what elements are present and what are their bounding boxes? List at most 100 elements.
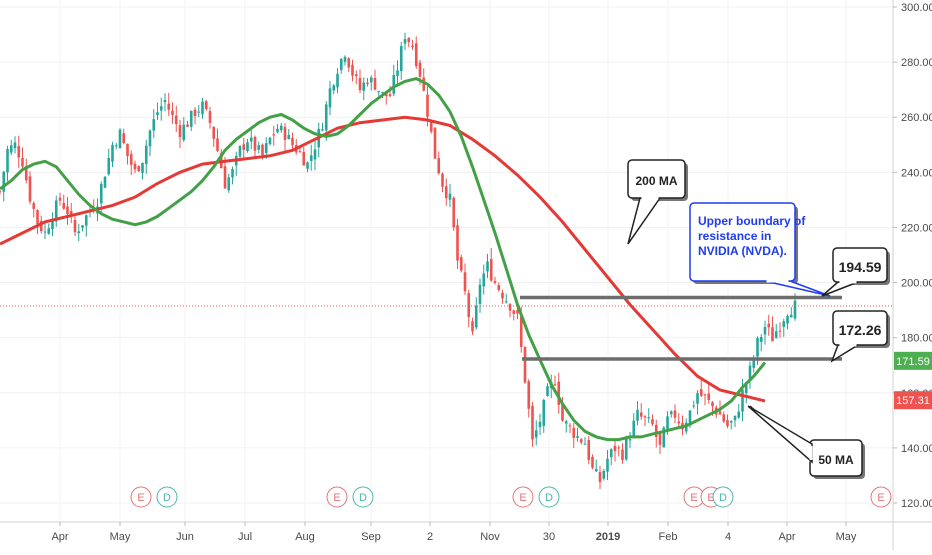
candle-body	[309, 155, 313, 162]
candle-body	[493, 281, 497, 283]
candle-body	[227, 177, 231, 191]
candle-body	[677, 421, 681, 424]
candle-body	[647, 417, 651, 419]
candle-body	[654, 424, 658, 438]
candle-body	[73, 219, 77, 233]
candle-body	[418, 62, 422, 77]
candle-body	[523, 347, 527, 383]
event-marker-label: E	[690, 492, 697, 504]
candle-body	[699, 389, 703, 396]
candle-body	[456, 225, 459, 261]
candle-body	[28, 176, 32, 202]
candle-body	[77, 231, 81, 234]
candle-body	[257, 145, 261, 150]
candle-body	[276, 128, 279, 133]
candle-body	[396, 70, 399, 76]
candle-body	[459, 257, 463, 271]
candle-body	[782, 321, 786, 327]
candle-body	[366, 82, 369, 85]
candle-body	[174, 115, 178, 125]
candle-body	[324, 104, 328, 131]
y-tick-label: 240.00	[901, 167, 932, 179]
level-194-callout-box	[832, 247, 888, 283]
x-axis: Apr May Jun Jul Aug Sep 2 Nov 30 2019 Feb 4 Apr May	[0, 521, 932, 543]
dividend-marker	[352, 486, 374, 508]
event-marker-label: D	[719, 492, 727, 504]
candle-body	[362, 82, 366, 91]
candle-body	[628, 439, 632, 441]
candle-body	[564, 421, 568, 424]
candle-body	[186, 124, 189, 127]
resistance-note-text: NVIDIA (NVDA).	[698, 244, 787, 258]
event-marker-label: E	[519, 492, 526, 504]
candle-body	[613, 445, 617, 451]
candle-body	[122, 133, 126, 144]
candle-body	[497, 285, 501, 290]
candle-body	[189, 110, 193, 127]
resistance-note-pointer	[764, 280, 831, 297]
level-172-callout-box	[832, 310, 888, 346]
resistance-note-box	[689, 202, 796, 282]
candle-body	[486, 261, 489, 272]
candle-body	[291, 137, 294, 146]
candle-body	[778, 330, 782, 332]
event-marker-label: D	[359, 492, 367, 504]
candle-body	[591, 456, 594, 468]
candle-body	[171, 110, 174, 116]
candle-body	[24, 166, 28, 181]
candle-body	[572, 427, 576, 438]
candle-body	[673, 410, 677, 418]
price-badge-label: 171.59	[896, 356, 930, 368]
candle-body	[302, 151, 306, 166]
x-tick-label: Nov	[480, 531, 500, 543]
candle-body	[36, 210, 39, 224]
candle-body	[437, 158, 441, 174]
x-tick-label: Jul	[238, 531, 252, 543]
event-marker-label: D	[163, 492, 171, 504]
candle-body	[707, 393, 711, 400]
x-tick-label: Aug	[295, 531, 315, 543]
candle-body	[43, 231, 47, 233]
candle-body	[726, 420, 729, 427]
candle-body	[407, 38, 411, 43]
candle-body	[21, 157, 24, 167]
candle-body	[321, 129, 324, 131]
candle-body	[744, 382, 748, 394]
candle-body	[212, 126, 216, 139]
x-tick-label: May	[110, 531, 131, 543]
candle-body	[718, 411, 722, 415]
candle-body	[137, 166, 141, 172]
candle-body	[118, 129, 122, 149]
candle-body	[703, 394, 707, 396]
candle-body	[148, 130, 152, 147]
candle-body	[729, 421, 733, 423]
candle-body	[242, 144, 246, 150]
candle-body	[722, 414, 726, 422]
candle-body	[666, 416, 669, 432]
candle-body	[287, 134, 291, 139]
earnings-marker	[870, 486, 892, 508]
candle-body	[606, 458, 609, 472]
candle-body	[452, 197, 456, 228]
candle-body	[249, 137, 253, 142]
candle-body	[114, 145, 118, 147]
candle-body	[467, 293, 471, 318]
candle-body	[399, 46, 403, 72]
y-tick-label: 220.00	[901, 222, 932, 234]
candle-body	[231, 169, 234, 178]
candle-body	[414, 43, 418, 67]
candle-body	[474, 305, 478, 328]
candle-body	[429, 120, 433, 132]
candle-body	[167, 103, 171, 110]
x-tick-label: 2	[427, 531, 433, 543]
earnings-marker	[512, 486, 534, 508]
candle-body	[692, 405, 696, 407]
candle-body	[253, 136, 257, 151]
candle-body	[332, 85, 336, 91]
candle-body	[272, 134, 276, 136]
resistance-note-text: Upper boundary of	[698, 214, 806, 228]
candle-body	[343, 56, 347, 62]
candle-body	[561, 404, 564, 421]
